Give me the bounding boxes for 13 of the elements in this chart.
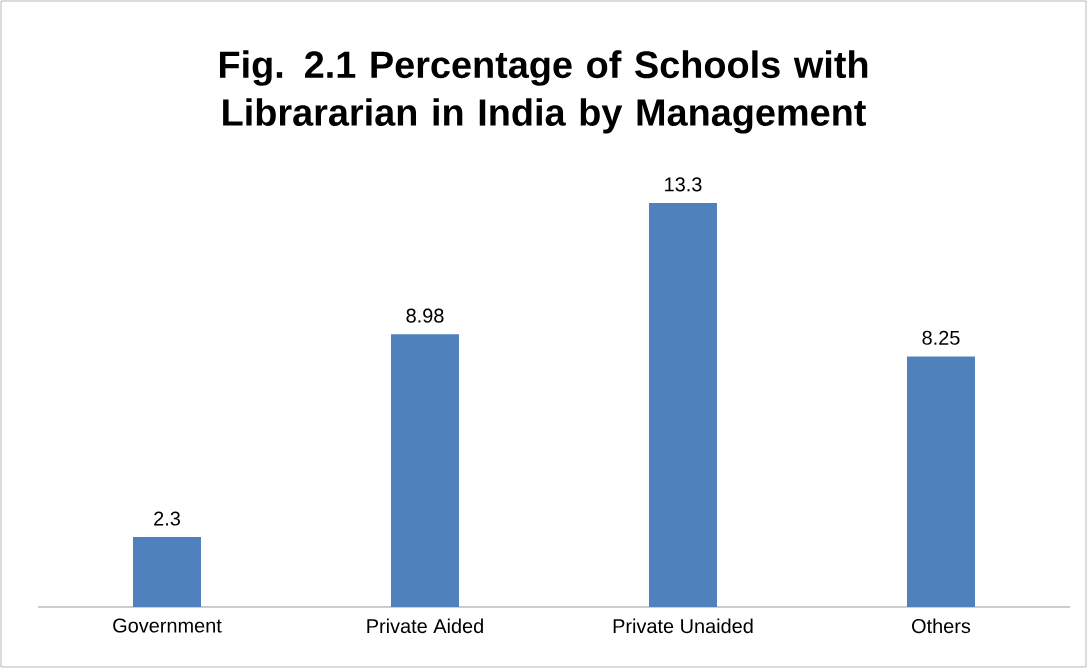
bar [390, 334, 459, 607]
bar [648, 202, 717, 607]
data-label: 8.25 [922, 330, 960, 345]
bar [906, 356, 975, 607]
chart-title: Fig. 2.1 Percentage of Schools with Librararian in India by Management [219, 50, 868, 134]
data-label: 2.3 [154, 511, 180, 526]
x-tick-label: Private Aided [367, 618, 483, 634]
x-tick-label: Government [113, 618, 222, 633]
data-label: 13.3 [665, 177, 702, 192]
x-tick-label: Private Unaided [613, 618, 753, 634]
bar [133, 537, 201, 607]
data-label: 8.98 [406, 308, 444, 323]
x-tick-label: Others [912, 618, 971, 634]
